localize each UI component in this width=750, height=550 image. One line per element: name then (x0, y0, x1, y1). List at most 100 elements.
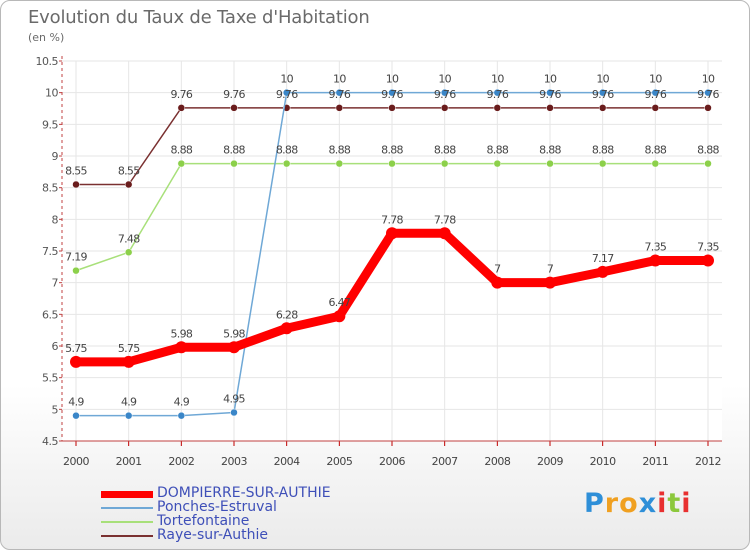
x-tick-label: 2001 (116, 455, 142, 468)
legend-label-raye: Raye-sur-Authie (157, 527, 269, 543)
legend-label-ponches: Ponches-Estruval (157, 499, 277, 515)
y-tick-label: 6 (52, 340, 59, 353)
series-2-data-label: 8.88 (539, 144, 561, 157)
series-2-data-label: 8.88 (170, 144, 192, 157)
series-1-point (388, 88, 396, 97)
x-tick-label: 2002 (168, 455, 194, 468)
series-1-data-label: 10 (333, 73, 346, 86)
series-1-point (124, 411, 133, 420)
series-0-data-label: 5.98 (170, 327, 192, 340)
series-0-data-label: 5.98 (223, 327, 245, 340)
series-3-data-label: 9.76 (223, 88, 245, 101)
series-2-data-label: 8.88 (381, 144, 403, 157)
series-1-point (598, 88, 607, 97)
x-tick-label: 2008 (484, 455, 510, 468)
series-0-data-label: 7.17 (592, 252, 614, 265)
proxiti-logo: Proxiti (584, 488, 692, 519)
series-1-point (282, 88, 291, 97)
series-1-point (177, 411, 186, 420)
series-3-point (335, 104, 344, 112)
series-3-point (230, 104, 238, 112)
series-3-data-label: 9.76 (644, 88, 666, 101)
x-tick-label: 2000 (63, 455, 89, 468)
series-2-point (72, 266, 80, 275)
series-1-point (230, 408, 238, 417)
series-3-data-label: 8.55 (118, 165, 140, 178)
series-2-point (651, 159, 660, 168)
series-0-point (386, 227, 398, 240)
series-1-data-label: 4.9 (174, 396, 190, 409)
series-0-data-label: 7 (494, 263, 501, 276)
series-1-point (493, 88, 502, 97)
y-tick-label: 5.5 (42, 372, 58, 385)
series-1-data-label: 10 (596, 73, 609, 86)
x-tick-label: 2009 (537, 455, 563, 468)
series-2-data-label: 8.88 (697, 144, 719, 157)
series-2-data-label: 8.88 (434, 144, 456, 157)
series-0-data-label: 5.75 (118, 342, 140, 355)
series-3-point (72, 180, 80, 189)
series-1-point (704, 88, 712, 97)
legend-swatch-dompierre (101, 491, 153, 498)
series-2-data-label: 8.88 (592, 144, 614, 157)
series-1-data-label: 4.95 (223, 393, 245, 406)
logo-letter: x (638, 488, 658, 519)
series-3-data-label: 9.76 (592, 88, 614, 101)
logo-letter: i (657, 488, 668, 519)
series-0-point (544, 276, 556, 289)
series-3-data-label: 9.76 (697, 88, 719, 101)
x-tick-label: 2010 (590, 455, 616, 468)
x-tick-label: 2012 (695, 455, 721, 468)
x-tick-label: 2003 (221, 455, 247, 468)
series-2-point (546, 159, 554, 168)
series-2-point (493, 159, 502, 168)
series-3-point (124, 180, 133, 189)
x-tick-label: 2004 (274, 455, 300, 468)
series-3-point (546, 104, 554, 112)
series-2-point (598, 159, 607, 168)
series-1-point (651, 88, 660, 97)
y-tick-label: 7.5 (42, 245, 58, 258)
series-1-point (440, 88, 449, 97)
series-1-data-label: 10 (280, 73, 293, 86)
series-0-point (649, 254, 662, 267)
y-tick-label: 8.5 (42, 182, 58, 195)
logo-letter: r (604, 488, 620, 519)
series-3-point (440, 104, 449, 112)
series-3-point (177, 104, 186, 112)
series-0-data-label: 5.75 (65, 342, 87, 355)
series-0-data-label: 7.35 (644, 241, 666, 254)
series-0-point (70, 355, 82, 368)
logo-letter: t (667, 488, 682, 519)
series-1-point (72, 411, 80, 420)
series-0-point (122, 355, 135, 368)
series-3-point (704, 104, 712, 112)
legend-label-tortefontaine: Tortefontaine (157, 513, 250, 529)
series-1-data-label: 10 (702, 73, 715, 86)
series-0-point (333, 310, 346, 323)
series-0-point (702, 254, 714, 267)
chart-title: Evolution du Taux de Taxe d'Habitation (28, 7, 370, 28)
series-0-data-label: 7 (547, 263, 554, 276)
series-2-data-label: 8.88 (486, 144, 508, 157)
logo-letter: i (681, 488, 692, 519)
series-2-point (388, 159, 396, 168)
x-tick-label: 2007 (432, 455, 458, 468)
series-3-point (493, 104, 502, 112)
series-1-data-label: 10 (386, 73, 399, 86)
series-3-data-label: 9.76 (381, 88, 403, 101)
series-0-data-label: 6.28 (276, 308, 298, 321)
series-3-data-label: 9.76 (434, 88, 456, 101)
series-3-data-label: 9.76 (276, 88, 298, 101)
series-0-point (280, 322, 293, 335)
y-tick-label: 9 (52, 150, 59, 163)
series-3-data-label: 9.76 (486, 88, 508, 101)
series-0-data-label: 7.35 (697, 241, 719, 254)
y-tick-label: 9.5 (42, 118, 58, 131)
series-1-data-label: 4.9 (121, 396, 137, 409)
x-tick-label: 2011 (642, 455, 668, 468)
series-2-data-label: 7.48 (118, 232, 140, 245)
series-1-data-label: 10 (649, 73, 662, 86)
legend-swatch-ponches (101, 507, 153, 509)
